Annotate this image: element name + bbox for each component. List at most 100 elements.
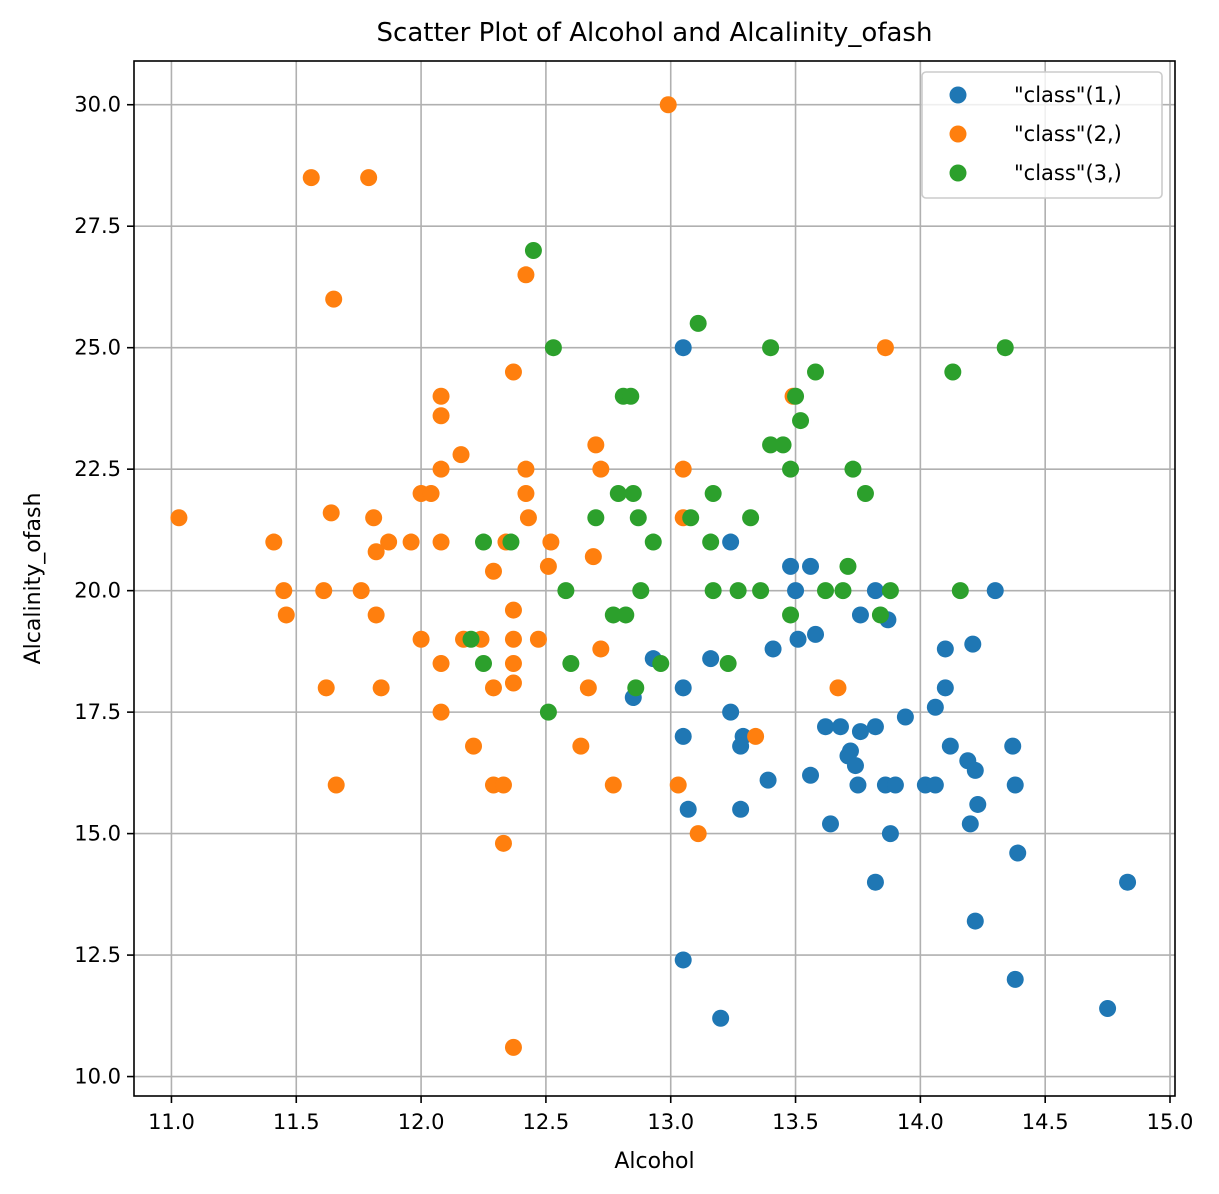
scatter-point	[275, 582, 293, 600]
scatter-point	[764, 640, 782, 658]
scatter-point	[604, 776, 622, 794]
scatter-point	[539, 557, 557, 575]
scatter-point	[964, 635, 982, 653]
scatter-point	[652, 655, 670, 673]
scatter-point	[372, 679, 390, 697]
y-tick-label: 30.0	[74, 93, 121, 117]
scatter-point	[617, 606, 635, 624]
scatter-point	[829, 679, 847, 697]
x-tick-label: 13.5	[772, 1110, 819, 1134]
scatter-point	[747, 727, 765, 745]
scatter-point	[762, 436, 780, 454]
scatter-point	[1099, 1000, 1117, 1018]
scatter-point	[352, 582, 370, 600]
scatter-point	[762, 339, 780, 357]
scatter-point	[474, 655, 492, 673]
scatter-point	[732, 800, 750, 818]
scatter-point	[941, 737, 959, 755]
scatter-point	[360, 169, 378, 187]
scatter-point	[504, 601, 522, 619]
scatter-point	[881, 582, 899, 600]
y-tick-label: 20.0	[74, 579, 121, 603]
x-axis-label: Alcohol	[614, 1149, 694, 1174]
scatter-point	[517, 484, 535, 502]
scatter-point	[572, 737, 590, 755]
scatter-point	[752, 582, 770, 600]
scatter-point	[539, 703, 557, 721]
scatter-point	[517, 266, 535, 284]
scatter-point	[966, 912, 984, 930]
scatter-point	[432, 387, 450, 405]
scatter-point	[517, 460, 535, 478]
x-tick-label: 14.0	[897, 1110, 944, 1134]
scatter-point	[851, 606, 869, 624]
scatter-point	[325, 290, 343, 308]
scatter-point	[871, 606, 889, 624]
scatter-point	[876, 339, 894, 357]
scatter-point	[587, 436, 605, 454]
scatter-point	[604, 606, 622, 624]
grid	[134, 61, 1175, 1096]
scatter-point	[524, 242, 542, 260]
scatter-point	[846, 757, 864, 775]
scatter-point	[839, 557, 857, 575]
scatter-point	[412, 630, 430, 648]
legend-label: "class"(1,)	[1014, 83, 1122, 107]
scatter-point	[432, 655, 450, 673]
scatter-point	[462, 630, 480, 648]
scatter-point	[504, 363, 522, 381]
scatter-point	[474, 533, 492, 551]
scatter-point	[452, 446, 470, 464]
scatter-point	[782, 606, 800, 624]
scatter-point	[866, 582, 884, 600]
scatter-point	[849, 776, 867, 794]
scatter-point	[170, 509, 188, 527]
x-tick-label: 15.0	[1147, 1110, 1194, 1134]
scatter-point	[689, 314, 707, 332]
x-tick-label: 12.0	[398, 1110, 445, 1134]
scatter-point	[624, 484, 642, 502]
scatter-point	[579, 679, 597, 697]
scatter-point	[265, 533, 283, 551]
scatter-point	[722, 533, 740, 551]
scatter-point	[504, 655, 522, 673]
scatter-point	[674, 339, 692, 357]
scatter-point	[402, 533, 420, 551]
scatter-point	[679, 800, 697, 818]
scatter-point	[702, 650, 720, 668]
scatter-point	[704, 582, 722, 600]
scatter-point	[729, 582, 747, 600]
y-tick-label: 12.5	[74, 943, 121, 967]
series-1	[624, 339, 1137, 1027]
scatter-point	[1006, 776, 1024, 794]
scatter-point	[782, 460, 800, 478]
scatter-point	[807, 363, 825, 381]
scatter-point	[327, 776, 345, 794]
scatter-point	[502, 533, 520, 551]
scatter-point	[821, 815, 839, 833]
scatter-point	[926, 776, 944, 794]
scatter-point	[302, 169, 320, 187]
scatter-point	[622, 387, 640, 405]
scatter-point	[529, 630, 547, 648]
scatter-point	[1006, 970, 1024, 988]
scatter-point	[789, 630, 807, 648]
scatter-point	[856, 484, 874, 502]
y-axis-label: Alcalinity_ofash	[21, 493, 46, 665]
legend-label: "class"(2,)	[1014, 122, 1122, 146]
scatter-point	[792, 412, 810, 430]
legend-marker	[949, 125, 967, 143]
legend-label: "class"(3,)	[1014, 161, 1122, 185]
scatter-point	[844, 460, 862, 478]
scatter-point	[674, 460, 692, 478]
scatter-point	[659, 96, 677, 114]
scatter-point	[315, 582, 333, 600]
scatter-point	[519, 509, 537, 527]
scatter-point	[484, 679, 502, 697]
scatter-point	[494, 834, 512, 852]
scatter-point	[866, 718, 884, 736]
scatter-point	[926, 698, 944, 716]
scatter-point	[702, 533, 720, 551]
scatter-point	[544, 339, 562, 357]
